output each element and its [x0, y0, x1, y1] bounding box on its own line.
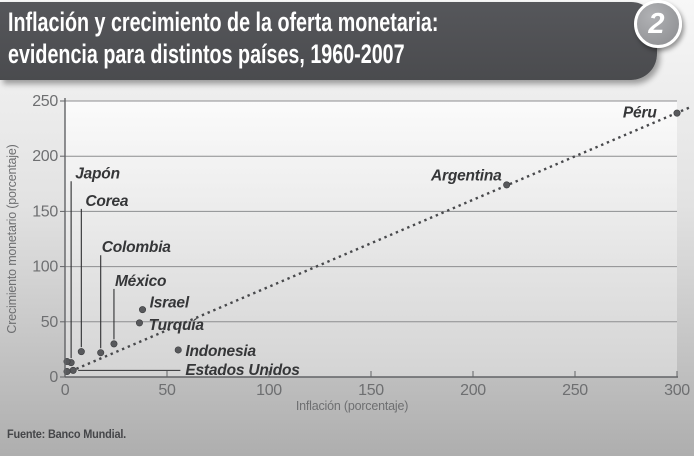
data-point-israel	[139, 306, 147, 314]
y-tick-label-200: 200	[32, 148, 58, 165]
y-tick-label-0: 0	[49, 369, 58, 386]
point-label-argentina: Argentina	[430, 167, 502, 184]
y-axis-title: Crecimiento monetario (porcentaje)	[5, 144, 19, 333]
figure-title-line1: Inflación y crecimiento de la oferta mon…	[8, 7, 439, 37]
data-point-estados-unidos	[69, 366, 77, 374]
point-label-estados-unidos: Estados Unidos	[185, 362, 300, 379]
figure-header: Inflación y crecimiento de la oferta mon…	[0, 2, 657, 80]
data-point-argentina	[503, 181, 511, 189]
figure-number: 2	[648, 7, 665, 40]
x-tick-label-0: 0	[61, 382, 70, 399]
point-label-japón: Japón	[75, 165, 120, 182]
data-point-indonesia	[174, 346, 182, 354]
y-tick-label-150: 150	[32, 203, 58, 220]
figure-number-badge: 2	[634, 0, 682, 48]
y-tick-label-50: 50	[41, 314, 59, 331]
x-tick-label-200: 200	[460, 382, 486, 399]
trend-line	[64, 106, 690, 375]
point-label-méxico: México	[115, 273, 166, 290]
x-axis-title: Inflación (porcentaje)	[296, 399, 408, 413]
data-point-corea	[77, 348, 85, 356]
data-point-méxico	[110, 340, 118, 348]
point-label-péru: Péru	[623, 105, 657, 122]
plot-area	[65, 101, 677, 377]
point-label-indonesia: Indonesia	[185, 343, 256, 360]
data-point-colombia	[97, 349, 105, 357]
point-label-israel: Israel	[150, 294, 190, 311]
x-tick-label-100: 100	[256, 382, 282, 399]
y-tick-label-250: 250	[32, 93, 58, 110]
x-tick-label-300: 300	[664, 382, 690, 399]
point-label-corea: Corea	[85, 193, 129, 210]
point-label-colombia: Colombia	[102, 239, 172, 256]
figure-title-line2: evidencia para distintos países, 1960-20…	[8, 39, 405, 69]
data-point-turquía	[135, 319, 143, 327]
source-note: Fuente: Banco Mundial.	[7, 429, 127, 441]
x-tick-label-150: 150	[358, 382, 384, 399]
x-tick-label-50: 50	[158, 382, 176, 399]
y-tick-label-100: 100	[32, 259, 58, 276]
data-point-péru	[673, 109, 681, 117]
point-label-turquía: Turquía	[149, 317, 205, 334]
x-tick-label-250: 250	[562, 382, 588, 399]
